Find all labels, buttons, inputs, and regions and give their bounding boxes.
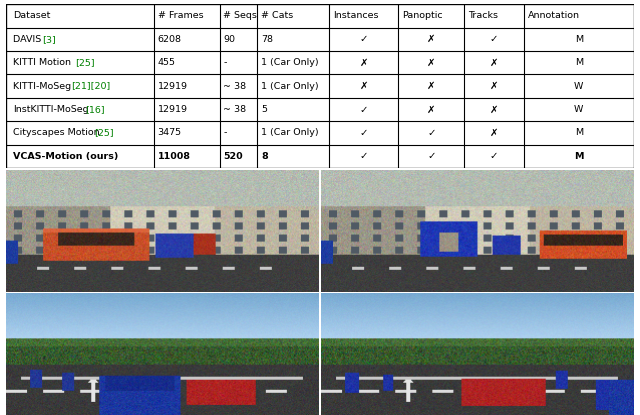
Text: Tracks: Tracks	[468, 11, 498, 20]
Text: M: M	[575, 35, 583, 44]
Text: ✗: ✗	[360, 81, 368, 91]
Text: Instances: Instances	[333, 11, 379, 20]
Text: M: M	[575, 129, 583, 137]
Text: ✗: ✗	[490, 105, 499, 115]
Text: 8: 8	[261, 152, 268, 161]
Text: KITTI-MoSeg: KITTI-MoSeg	[13, 82, 74, 90]
Text: ✗: ✗	[490, 128, 499, 138]
Text: 1 (Car Only): 1 (Car Only)	[261, 82, 319, 90]
Text: [21][20]: [21][20]	[70, 82, 110, 90]
Text: ✓: ✓	[360, 105, 368, 115]
Text: ~ 38: ~ 38	[223, 105, 246, 114]
Text: [16]: [16]	[85, 105, 104, 114]
Text: ✓: ✓	[360, 34, 368, 44]
Text: ✓: ✓	[360, 128, 368, 138]
Text: W: W	[574, 105, 584, 114]
Text: ✗: ✗	[490, 81, 499, 91]
Text: ~ 38: ~ 38	[223, 82, 246, 90]
Text: ✗: ✗	[427, 105, 436, 115]
Text: 78: 78	[261, 35, 273, 44]
Text: 12919: 12919	[157, 82, 188, 90]
Text: Panoptic: Panoptic	[402, 11, 443, 20]
Text: Cityscapes Motion: Cityscapes Motion	[13, 129, 100, 137]
Text: 1 (Car Only): 1 (Car Only)	[261, 129, 319, 137]
Text: M: M	[574, 152, 584, 161]
Text: 5: 5	[261, 105, 267, 114]
Text: ✗: ✗	[360, 58, 368, 68]
Text: VCAS-Motion (ours): VCAS-Motion (ours)	[13, 152, 118, 161]
Text: ✗: ✗	[427, 58, 436, 68]
Text: ✓: ✓	[427, 151, 436, 161]
Text: [25]: [25]	[76, 58, 95, 67]
Text: ✓: ✓	[427, 128, 436, 138]
Text: M: M	[575, 58, 583, 67]
Text: 12919: 12919	[157, 105, 188, 114]
Text: 11008: 11008	[157, 152, 191, 161]
Text: Annotation: Annotation	[527, 11, 580, 20]
Text: 6208: 6208	[157, 35, 182, 44]
Text: ✗: ✗	[490, 58, 499, 68]
Text: KITTI Motion: KITTI Motion	[13, 58, 74, 67]
Text: 520: 520	[223, 152, 243, 161]
Text: 3475: 3475	[157, 129, 182, 137]
Text: Dataset: Dataset	[13, 11, 51, 20]
Text: DAVIS: DAVIS	[13, 35, 45, 44]
Text: ✓: ✓	[490, 34, 499, 44]
Text: # Seqs: # Seqs	[223, 11, 257, 20]
Text: [25]: [25]	[95, 129, 114, 137]
Text: ✓: ✓	[360, 151, 368, 161]
Text: ✗: ✗	[427, 34, 436, 44]
Text: 1 (Car Only): 1 (Car Only)	[261, 58, 319, 67]
Text: # Cats: # Cats	[261, 11, 293, 20]
Text: ✓: ✓	[490, 151, 499, 161]
Text: 455: 455	[157, 58, 175, 67]
Text: W: W	[574, 82, 584, 90]
Text: 90: 90	[223, 35, 236, 44]
Text: InstKITTI-MoSeg: InstKITTI-MoSeg	[13, 105, 89, 114]
Text: ✗: ✗	[427, 81, 436, 91]
Text: -: -	[223, 129, 227, 137]
Text: -: -	[223, 58, 227, 67]
Text: [3]: [3]	[42, 35, 56, 44]
Text: # Frames: # Frames	[157, 11, 203, 20]
